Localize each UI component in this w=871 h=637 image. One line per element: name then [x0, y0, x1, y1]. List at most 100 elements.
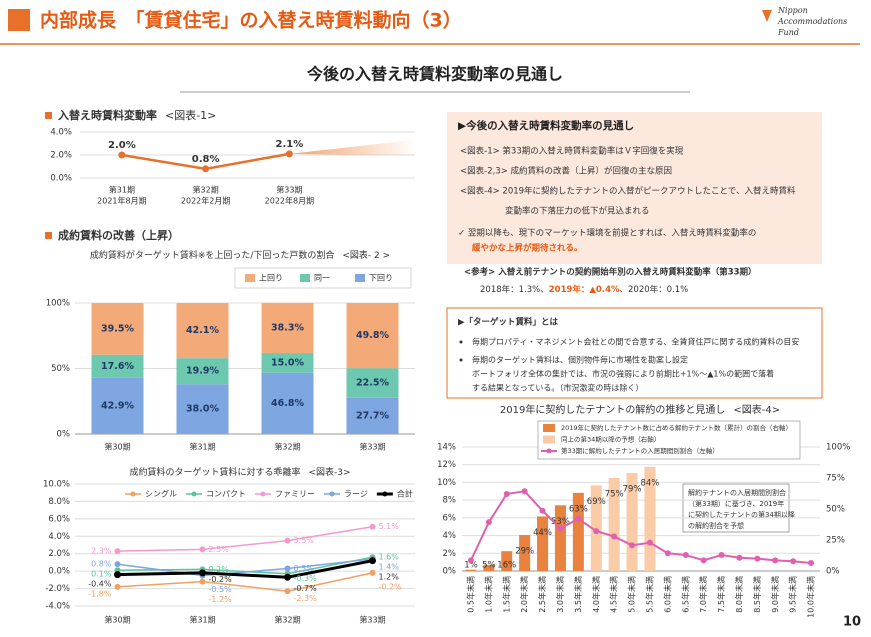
x-tick-label: 5.0年未満 [627, 576, 637, 613]
y-tick-label: 0% [443, 567, 457, 577]
bar-segment [91, 303, 144, 355]
bar [644, 466, 656, 571]
value-label: 39.5% [101, 323, 134, 334]
value-label: 5.1% [379, 522, 400, 531]
y-tick-label: 2% [443, 549, 457, 559]
value-label: -2.3% [294, 594, 318, 603]
x-tick-label: 第31期 [189, 615, 215, 625]
legend-swatch [382, 491, 388, 497]
projection-wedge [289, 139, 415, 156]
value-label: 1.6% [379, 553, 400, 562]
point [790, 558, 797, 565]
annotation-box [682, 483, 790, 533]
legend-label: 上回り [259, 274, 283, 283]
point [285, 150, 293, 158]
title-ref: <図表-3> [308, 466, 350, 478]
x-tick-label: 1.5年未満 [501, 576, 511, 613]
value-label: 1% [464, 561, 478, 571]
x-tick-label: 4.5年未満 [609, 576, 619, 613]
title-ref: <図表- 2 > [342, 249, 390, 261]
y-tick-label: 0% [57, 430, 71, 440]
y-tick-label: 0% [826, 567, 840, 577]
legend-label: 2019年に契約したテナント数に占める解約テナント数（累計）の割合（右軸） [561, 423, 792, 432]
point [202, 165, 210, 173]
x-tick-label: 第33期 [276, 185, 302, 195]
x-tick-label: 9.5年未満 [788, 576, 798, 613]
value-label: 42.9% [101, 400, 134, 411]
x-tick-label: 第30期 [104, 442, 130, 452]
target-heading: ▶「ターゲット賃料」とは [458, 317, 559, 328]
x-tick-label: 0.5年未満 [465, 576, 475, 613]
value-label: 1.4% [379, 563, 400, 572]
point [682, 552, 689, 559]
point [808, 560, 815, 567]
outlook-item: <図表-2,3> 成約賃料の改善（上昇）が回復の主な原因 [460, 166, 672, 177]
point [772, 557, 779, 564]
value-label: -0.2% [379, 583, 403, 592]
title-text: 入替え時賃料変動率 [58, 108, 157, 122]
legend-swatch [300, 274, 310, 282]
value-label: -1.2% [209, 595, 233, 604]
bar [554, 505, 566, 571]
point [664, 550, 671, 557]
legend-swatch [329, 491, 335, 497]
annotation: 解約テナントの入居期間別割合 [688, 488, 786, 497]
target-text: ボートフォリオ全体の集計では、市況の強弱により前期比+1%～▲1%の範囲で落着 [472, 369, 774, 379]
legend-label: ラージ [344, 490, 368, 499]
legend-swatch [245, 274, 255, 282]
title-ref: <図表-4> [733, 403, 780, 416]
point [199, 569, 206, 577]
section-marker [45, 232, 52, 239]
point [539, 507, 546, 514]
legend-swatch [130, 491, 136, 497]
legend-swatch [543, 424, 555, 432]
point [467, 557, 474, 564]
point [199, 578, 206, 585]
reference-title: <参考> 入替え前テナントの契約開始年別の入替え時賃料変動率（第33期） [464, 267, 757, 278]
y-tick-label: -2.0% [45, 584, 70, 594]
x-tick-label: 第32期 [274, 615, 300, 625]
legend-label: 下回り [369, 274, 393, 283]
target-text: 毎期プロパティ・マネジメント会社との間で合意する、全賃貸住戸に関する成約賃料の目… [472, 337, 799, 347]
point [118, 151, 126, 159]
subtitle: 今後の入替え時賃料変動率の見通し [306, 65, 563, 84]
y-tick-label: 100% [826, 443, 850, 453]
value-label: 17.6% [101, 361, 134, 372]
outlook-item: <図表-4> 2019年に契約したテナントの入替がピークアウトしたことで、入替え… [460, 186, 796, 197]
bar [519, 535, 531, 571]
y-tick-label: 4.0% [48, 532, 70, 542]
value-label: 44% [533, 528, 552, 538]
header-square [8, 9, 30, 31]
value-label: 46.8% [271, 398, 304, 409]
y-tick-label: 6% [443, 513, 457, 523]
target-text: 毎期のターゲット賃料は、個別物件毎に市場性を勘案し設定 [472, 355, 688, 365]
bar [465, 569, 477, 571]
y-tick-label: 100% [46, 299, 70, 309]
point [199, 546, 206, 553]
line [117, 558, 373, 577]
point [369, 569, 376, 576]
x-tick-label: 8.5年未満 [752, 576, 762, 613]
point [284, 588, 291, 595]
logo-text: Nippon [777, 6, 808, 15]
value-label: 29% [515, 547, 534, 557]
value-label: 49.8% [356, 330, 389, 341]
value-label: 38.0% [186, 404, 219, 415]
bar-segment [91, 354, 144, 378]
y-tick-label: 6.0% [48, 514, 70, 524]
y-tick-label: 50% [51, 364, 70, 374]
outlook-item: <図表-1> 第33期の入替え時賃料変動率はＶ字回復を実現 [460, 146, 684, 157]
legend-label: 合計 [397, 489, 413, 499]
point [557, 525, 564, 532]
logo-text: Accommodations [777, 17, 847, 26]
annotation: の解約割合を予想 [688, 521, 744, 530]
bar-segment [261, 302, 314, 354]
target-text: する結果となっている。（市況激変の時は除く） [472, 383, 643, 393]
point [629, 542, 636, 549]
x-tick-label: 1.0年未満 [483, 576, 493, 613]
value-label: 2.5% [209, 545, 230, 554]
bullet [459, 358, 463, 362]
outlook-conclusion: 緩やかな上昇が期待される。 [472, 243, 583, 254]
value-label: 38.3% [271, 322, 304, 333]
